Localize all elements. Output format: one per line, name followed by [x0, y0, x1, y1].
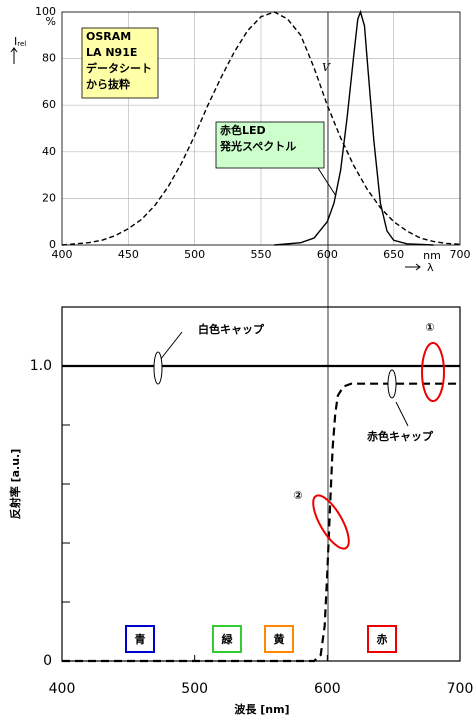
y-axis-label: 反射率 [a.u.]: [8, 449, 22, 520]
annotation-box: [81, 27, 159, 99]
leader-line: [159, 331, 183, 361]
y-tick-label: 60: [42, 98, 56, 111]
x-arrow: [405, 263, 421, 271]
y-label-main: I: [14, 35, 17, 48]
y-label: Irel: [14, 35, 26, 48]
y-tick-label: 20: [42, 191, 56, 204]
x-tick-label: 550: [251, 248, 272, 261]
x-tick-label: 600: [314, 681, 341, 697]
plot-frame: [61, 11, 461, 246]
color-label: 黄: [274, 632, 285, 646]
color-box: [125, 625, 155, 653]
x-label: λ: [427, 261, 434, 274]
leader-line: [395, 401, 409, 427]
x-tick-label: 650: [383, 248, 404, 261]
x-tick-label: 700: [447, 681, 474, 697]
annotation-box: [215, 121, 325, 169]
data-line: [62, 382, 460, 663]
color-box: [212, 625, 242, 653]
color-box: [264, 625, 294, 653]
marker-label: ①: [425, 321, 434, 334]
annotation-text: から抜粋: [86, 77, 130, 91]
x-tick-label: 450: [118, 248, 139, 261]
x-tick-label: 700: [450, 248, 471, 261]
small-ellipse: [153, 351, 163, 385]
annotation-text: 赤色LED: [220, 123, 266, 137]
marker-ellipse: [421, 342, 445, 402]
y-tick-label: 0: [49, 238, 56, 251]
y-tick-label: 100: [35, 5, 56, 18]
leader-line: [317, 167, 337, 197]
y-arrow: [10, 47, 18, 64]
y-tick-label: 80: [42, 52, 56, 65]
x-tick-label: 400: [52, 248, 73, 261]
x-tick-label: 500: [184, 248, 205, 261]
color-box: [367, 625, 397, 653]
marker-ellipse: [312, 494, 350, 550]
color-label: 赤: [377, 632, 388, 646]
x-axis-label: 波長 [nm]: [234, 702, 289, 716]
y-tick-label: 0: [43, 653, 52, 669]
x-unit: nm: [423, 249, 441, 262]
annotation-text: 発光スペクトル: [219, 139, 296, 153]
small-ellipse: [387, 369, 397, 399]
annotation-text: データシート: [86, 61, 152, 75]
annotation-text: LA N91E: [86, 46, 137, 59]
data-line: [61, 11, 461, 246]
y-unit: %: [46, 15, 56, 28]
annotation-text: OSRAM: [86, 30, 131, 43]
color-label: 緑: [222, 632, 234, 646]
y-label-sub: rel: [17, 40, 26, 48]
data-line: [274, 9, 434, 246]
series-label: 白色キャップ: [198, 322, 265, 336]
x-tick-label: 600: [317, 248, 338, 261]
curve-label: V: [322, 61, 331, 74]
series-label: 赤色キャップ: [367, 429, 434, 443]
color-label: 青: [135, 632, 146, 646]
plot-frame: [61, 306, 461, 662]
y-tick-label: 40: [42, 145, 56, 158]
y-tick-label: 1.0: [30, 358, 52, 374]
marker-label: ②: [293, 489, 302, 502]
x-tick-label: 500: [181, 681, 208, 697]
x-tick-label: 400: [49, 681, 76, 697]
